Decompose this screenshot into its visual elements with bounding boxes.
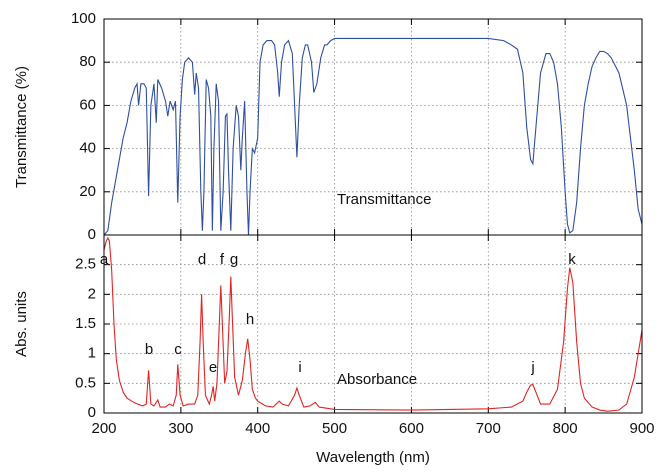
y-tick-label: 80 [79, 53, 96, 70]
y-tick-label: 1.5 [75, 315, 96, 332]
y-tick-label: 0.5 [75, 374, 96, 391]
data-line [103, 37, 643, 236]
peak-label: d [198, 251, 206, 268]
peak-label: f [220, 251, 225, 268]
peak-label: j [530, 359, 534, 376]
peak-label: h [246, 311, 254, 328]
y-tick-label: 20 [79, 183, 96, 200]
peak-label: c [174, 341, 182, 358]
y-tick-label: 60 [79, 96, 96, 113]
plot-frame [103, 234, 643, 414]
peak-label: e [209, 359, 217, 376]
y-tick-label: 0 [88, 226, 96, 243]
x-tick-label: 800 [553, 420, 578, 437]
x-axis-label: Wavelength (nm) [316, 449, 430, 466]
peak-label: a [100, 251, 109, 268]
peak-label: i [298, 359, 301, 376]
y-tick-label: 100 [71, 10, 96, 27]
series-label: Absorbance [337, 371, 417, 388]
data-line [103, 236, 643, 412]
y-tick-label: 1 [88, 345, 96, 362]
series-label: Transmittance [337, 191, 431, 208]
y-tick-label: 2.5 [75, 256, 96, 273]
x-tick-label: 400 [245, 420, 270, 437]
peak-label: k [568, 251, 576, 268]
x-tick-label: 700 [476, 420, 501, 437]
x-tick-label: 300 [168, 420, 193, 437]
y-tick-label: 40 [79, 140, 96, 157]
y-axis-label: Transmittance (%) [13, 66, 30, 188]
peak-label: g [230, 251, 238, 268]
x-tick-label: 200 [91, 420, 116, 437]
y-tick-label: 0 [88, 404, 96, 421]
y-tick-label: 2 [88, 285, 96, 302]
x-tick-label: 900 [629, 420, 654, 437]
y-axis-label: Abs. units [13, 291, 30, 357]
peak-label: b [145, 341, 153, 358]
x-tick-label: 500 [322, 420, 347, 437]
x-tick-label: 600 [399, 420, 424, 437]
